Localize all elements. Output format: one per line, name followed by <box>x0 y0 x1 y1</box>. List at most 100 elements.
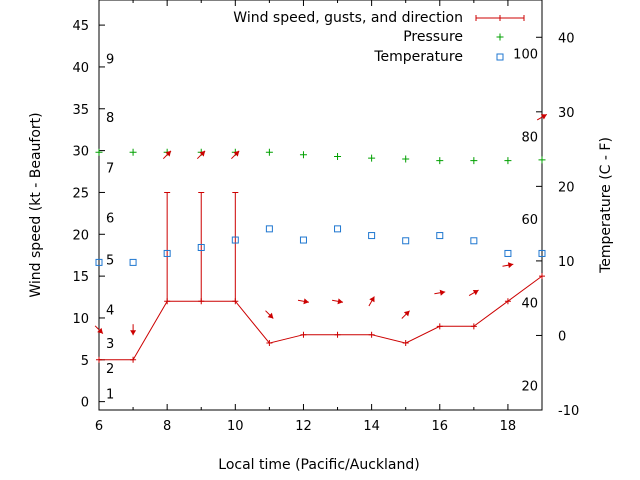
temperature-point <box>436 232 444 240</box>
temperature-point <box>231 236 239 244</box>
temperature-series <box>95 225 546 266</box>
y2-tick-label: -10 <box>558 404 579 419</box>
beaufort-label: 9 <box>106 53 114 68</box>
x-tick-label: 8 <box>163 419 171 434</box>
legend-swatch-wind <box>475 15 525 21</box>
legend-label-temperature: Temperature <box>373 49 463 65</box>
wind-arrow-head <box>97 327 103 334</box>
beaufort-label: 4 <box>106 304 114 319</box>
y2-tick-label: 30 <box>558 106 575 121</box>
wind-speed-point <box>334 331 341 338</box>
y-tick-label: 30 <box>72 145 89 160</box>
fahrenheit-label: 80 <box>521 130 538 145</box>
fahrenheit-labels: 20 40 60 80 100 <box>513 48 538 395</box>
y2-tick-label: 20 <box>558 180 575 195</box>
wind-arrow-head <box>337 298 343 305</box>
temperature-point <box>334 225 342 233</box>
tick-labels: 6 8 10 12 14 16 18051015202530354045-100102030… <box>72 19 579 434</box>
wind-speed-point <box>402 340 409 347</box>
wind-series <box>96 191 545 363</box>
temperature-point <box>265 225 273 233</box>
x-tick-label: 12 <box>295 419 312 434</box>
gust-bar <box>164 191 171 302</box>
x-tick-label: 18 <box>500 419 517 434</box>
pressure-point <box>538 156 546 164</box>
temperature-point <box>129 258 137 266</box>
y-tick-label: 20 <box>72 228 89 243</box>
wind-arrow-head <box>233 150 240 157</box>
x-tick-label: 10 <box>227 419 244 434</box>
x-tick-label: 6 <box>95 419 103 434</box>
temperature-point <box>368 232 376 240</box>
y-tick-label: 10 <box>72 312 89 327</box>
plot-frame <box>98 0 543 411</box>
beaufort-label: 6 <box>106 212 114 227</box>
wind-speed-point <box>504 298 511 305</box>
wind-arrow-head <box>472 290 479 296</box>
y2-tick-label: 0 <box>558 329 566 344</box>
y2-tick-label: 10 <box>558 255 575 270</box>
fahrenheit-label: 100 <box>513 48 538 63</box>
fahrenheit-label: 40 <box>521 297 538 312</box>
beaufort-label: 2 <box>106 362 114 377</box>
y2-axis-title: Temperature (C - F) <box>598 137 614 274</box>
pressure-point <box>436 157 444 165</box>
wind-arrow-head <box>199 150 206 157</box>
wind-speed-point <box>130 356 137 363</box>
y-tick-label: 40 <box>72 61 89 76</box>
pressure-point <box>265 148 273 156</box>
legend: Wind speed, gusts, and direction Pressur… <box>233 10 525 65</box>
temperature-point <box>95 258 103 266</box>
y-tick-label: 5 <box>81 354 89 369</box>
y-tick-label: 15 <box>72 270 89 285</box>
x-axis-title: Local time (Pacific/Auckland) <box>218 457 419 473</box>
pressure-point <box>504 157 512 165</box>
wind-arrow-head <box>267 312 274 319</box>
beaufort-labels: 1 2 3 4 5 6 7 8 9 <box>106 53 114 403</box>
pressure-point <box>368 154 376 162</box>
axis-ticks <box>98 0 543 411</box>
legend-label-wind: Wind speed, gusts, and direction <box>233 10 463 26</box>
pressure-point <box>470 157 478 165</box>
y2-tick-label: 40 <box>558 31 575 46</box>
beaufort-label: 3 <box>106 337 114 352</box>
y-tick-label: 45 <box>72 19 89 34</box>
gust-bar <box>198 191 205 302</box>
wind-speed-point <box>96 356 102 363</box>
y-tick-label: 0 <box>81 396 89 411</box>
legend-label-pressure: Pressure <box>403 29 463 45</box>
pressure-series <box>95 148 546 165</box>
temperature-point <box>538 249 546 257</box>
pressure-point <box>299 151 307 159</box>
wind-arrow-head <box>540 114 547 120</box>
legend-swatch-pressure <box>496 33 504 41</box>
beaufort-label: 1 <box>106 387 114 402</box>
pressure-point <box>334 152 342 160</box>
wind-speed-point <box>436 323 443 330</box>
temperature-point <box>299 236 307 244</box>
beaufort-label: 8 <box>106 111 114 126</box>
wind-arrow-head <box>165 150 171 157</box>
wind-arrow-head <box>403 310 410 317</box>
wind-speed-point <box>539 273 545 280</box>
x-tick-label: 14 <box>363 419 380 434</box>
pressure-point <box>95 148 103 156</box>
temperature-point <box>504 249 512 257</box>
temperature-point <box>163 249 171 257</box>
wind-speed-line <box>99 275 543 361</box>
wind-speed-point <box>300 331 307 338</box>
fahrenheit-label: 20 <box>521 379 538 394</box>
wind-speed-point <box>368 331 375 338</box>
pressure-point <box>129 148 137 156</box>
pressure-point <box>402 155 410 163</box>
y-axis-title: Wind speed (kt - Beaufort) <box>28 112 44 297</box>
wind-speed-point <box>266 340 273 347</box>
temperature-point <box>402 237 410 245</box>
wind-arrow-head <box>439 289 446 296</box>
legend-swatch-temperature <box>496 53 504 61</box>
wind-arrow-head <box>130 330 137 336</box>
gust-bar <box>232 191 239 302</box>
temperature-point <box>197 243 205 251</box>
y-tick-label: 25 <box>72 186 89 201</box>
